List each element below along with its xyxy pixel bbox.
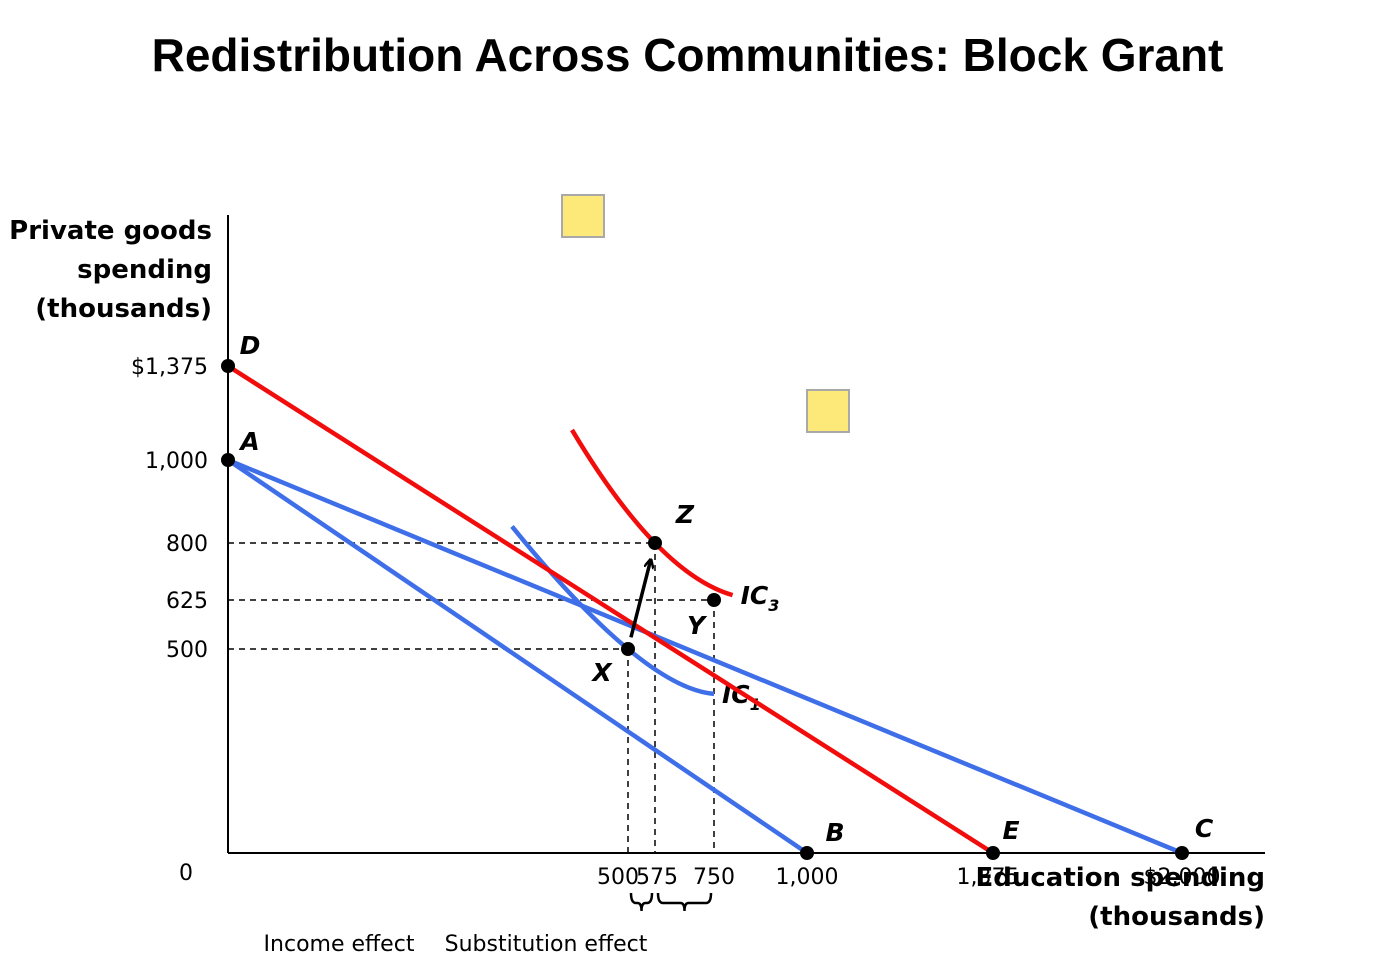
y-tick-label: 625 [166, 589, 208, 614]
point-label: Z [675, 500, 695, 529]
point-marker [648, 536, 662, 550]
x-tick-label: 1,375 [957, 865, 1020, 890]
budget-line [227, 457, 1183, 856]
point-label: A [238, 427, 259, 456]
x-axis-label: Education spending (thousands) [976, 859, 1265, 937]
x-tick-label: 1,000 [776, 865, 839, 890]
y-tick-label: $1,375 [131, 355, 208, 380]
y-axis-label-line: Private goods [9, 216, 212, 246]
point-marker [621, 642, 635, 656]
point-label: C [1195, 814, 1214, 843]
point-marker [707, 593, 721, 607]
indifference-curve [570, 428, 734, 598]
effect-brace [656, 892, 713, 912]
effect-label: Substitution effect [445, 932, 648, 957]
point-marker [986, 846, 1000, 860]
page-title: Redistribution Across Communities: Block… [151, 29, 1224, 81]
point-label: Y [687, 611, 708, 640]
x-tick-label: 500 [597, 865, 639, 890]
effect-arrow [629, 560, 651, 638]
point-marker [221, 359, 235, 373]
effect-brace [629, 892, 654, 912]
point-marker [800, 846, 814, 860]
effect-label: Income effect [264, 932, 415, 957]
y-axis-label-line: spending [77, 255, 212, 285]
sticky-note[interactable] [806, 389, 850, 433]
x-tick-label: $2,000 [1144, 865, 1221, 890]
y-tick-label: 1,000 [145, 449, 208, 474]
point-label: E [1002, 816, 1019, 845]
point-label: X [590, 658, 613, 687]
sticky-note[interactable] [561, 194, 605, 238]
budget-line [226, 364, 995, 855]
y-axis-label: Private goods spending (thousands) [9, 212, 212, 329]
budget-line [226, 458, 809, 855]
x-axis-label-line: (thousands) [1088, 902, 1265, 932]
x-axis-label-line: Education spending [975, 863, 1265, 893]
y-axis-label-line: (thousands) [35, 294, 212, 324]
indifference-curve-label: IC3 [741, 581, 780, 615]
x-tick-label: 575 [636, 865, 678, 890]
origin-label: 0 [179, 861, 193, 886]
y-tick-label: 800 [166, 532, 208, 557]
point-label: B [825, 818, 844, 847]
point-marker [221, 453, 235, 467]
point-marker [1175, 846, 1189, 860]
y-tick-label: 500 [166, 638, 208, 663]
x-tick-label: 750 [693, 865, 735, 890]
point-label: D [240, 331, 261, 360]
